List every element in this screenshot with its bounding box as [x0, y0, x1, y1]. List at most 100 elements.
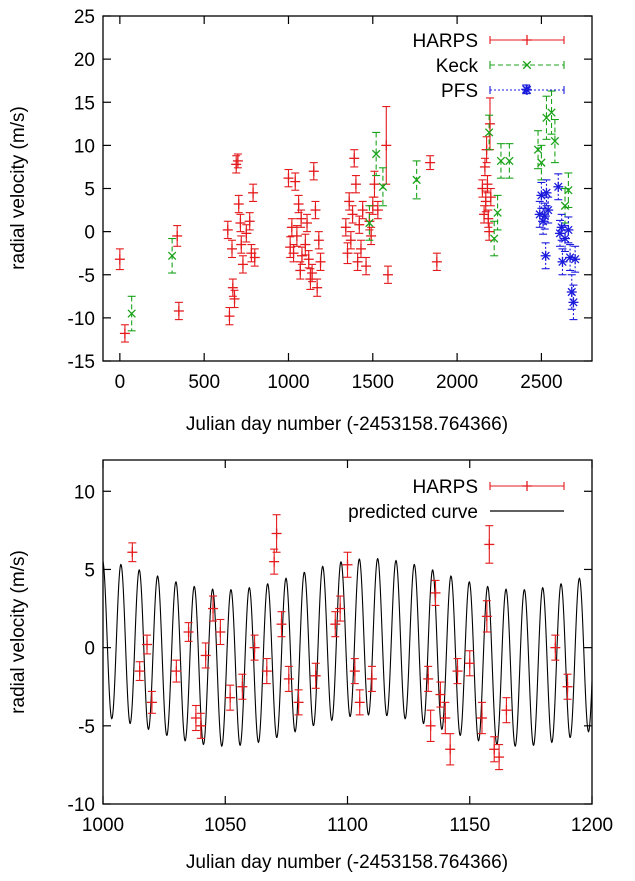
data-point-harps: [342, 242, 353, 265]
legend-label: Keck: [436, 56, 479, 77]
marker: [423, 673, 434, 684]
legend-item: HARPS: [413, 477, 565, 498]
marker: [485, 192, 496, 203]
data-point-keck: [505, 143, 514, 179]
marker: [480, 196, 491, 207]
marker: [349, 666, 360, 677]
marker: [489, 744, 500, 755]
data-point-keck: [484, 114, 494, 151]
marker: [236, 239, 247, 250]
data-point-harps: [190, 704, 201, 732]
legend-marker: [522, 60, 532, 70]
data-point-harps: [291, 225, 302, 247]
marker: [371, 149, 381, 159]
y-tick-label: -5: [78, 266, 95, 287]
data-point-harps: [347, 205, 358, 224]
data-point-harps: [283, 168, 294, 188]
data-point-keck: [542, 95, 551, 140]
marker: [290, 176, 301, 187]
legend-label: PFS: [441, 81, 478, 102]
marker: [425, 157, 436, 168]
marker: [313, 235, 324, 246]
marker: [226, 243, 237, 254]
y-tick-label: -15: [68, 352, 95, 373]
marker: [310, 205, 321, 216]
data-point-pfs: [543, 196, 554, 224]
data-point-harps: [479, 157, 490, 177]
data-point-harps: [290, 172, 301, 191]
data-point-harps: [296, 246, 307, 265]
marker: [303, 254, 314, 265]
marker: [119, 328, 130, 339]
marker: [543, 205, 554, 216]
data-point-harps: [435, 681, 446, 708]
data-point-keck: [547, 90, 556, 135]
marker: [248, 187, 259, 198]
marker: [296, 250, 307, 261]
legend-marker: [522, 481, 532, 491]
data-point-pfs: [570, 245, 581, 273]
x-tick-label: 1100: [327, 815, 368, 836]
data-point-keck: [493, 194, 502, 231]
data-point-harps: [232, 153, 243, 169]
data-point-pfs: [554, 219, 565, 247]
marker: [312, 282, 323, 293]
data-point-harps: [482, 175, 493, 194]
marker: [342, 248, 353, 259]
y-tick-label: 25: [74, 7, 95, 28]
data-point-harps: [431, 252, 442, 271]
marker: [452, 666, 463, 677]
marker: [534, 209, 545, 220]
marker: [354, 219, 365, 230]
data-point-harps: [479, 205, 490, 224]
marker: [227, 282, 238, 293]
y-tick-label: 10: [74, 482, 95, 503]
data-point-harps: [226, 239, 237, 259]
data-point-keck: [378, 167, 388, 207]
data-point-harps: [354, 689, 365, 716]
marker: [496, 156, 506, 166]
marker: [412, 175, 421, 185]
y-axis-label: radial velocity (m/s): [8, 106, 29, 270]
marker: [557, 256, 568, 267]
marker: [171, 666, 182, 677]
marker: [293, 697, 304, 708]
legend: HARPS predicted curve: [348, 477, 565, 523]
marker: [249, 642, 260, 653]
marker: [366, 673, 377, 684]
data-point-harps: [423, 665, 434, 692]
data-point-keck: [371, 131, 381, 177]
marker: [484, 118, 495, 129]
marker: [464, 658, 475, 669]
data-point-keck: [550, 118, 560, 164]
y-tick-label: -10: [68, 309, 95, 330]
x-tick-label: 2500: [520, 372, 562, 393]
data-point-keck: [167, 237, 177, 274]
marker: [183, 627, 194, 637]
legend-item: PFS: [441, 81, 565, 102]
y-tick-label: 20: [74, 50, 95, 71]
data-point-harps: [227, 278, 238, 297]
data-point-harps: [208, 595, 219, 622]
data-point-harps: [171, 659, 182, 683]
marker: [349, 153, 360, 164]
data-point-harps: [485, 187, 496, 207]
data-point-harps: [233, 194, 244, 214]
x-tick-label: 1500: [352, 372, 394, 393]
marker: [195, 720, 206, 731]
marker: [340, 222, 351, 233]
marker: [365, 218, 374, 228]
data-point-harps: [215, 618, 226, 646]
marker: [568, 297, 579, 308]
marker: [479, 161, 490, 172]
data-point-harps: [445, 733, 456, 766]
data-point-harps: [296, 209, 307, 228]
x-tick-label: 0: [115, 372, 126, 393]
data-point-harps: [494, 744, 505, 771]
legend-item: Keck: [436, 56, 565, 77]
data-point-keck: [412, 160, 421, 200]
data-point-harps: [300, 233, 311, 256]
marker: [146, 697, 157, 708]
data-point-harps: [501, 697, 512, 724]
x-tick-label: 1000: [82, 815, 124, 836]
